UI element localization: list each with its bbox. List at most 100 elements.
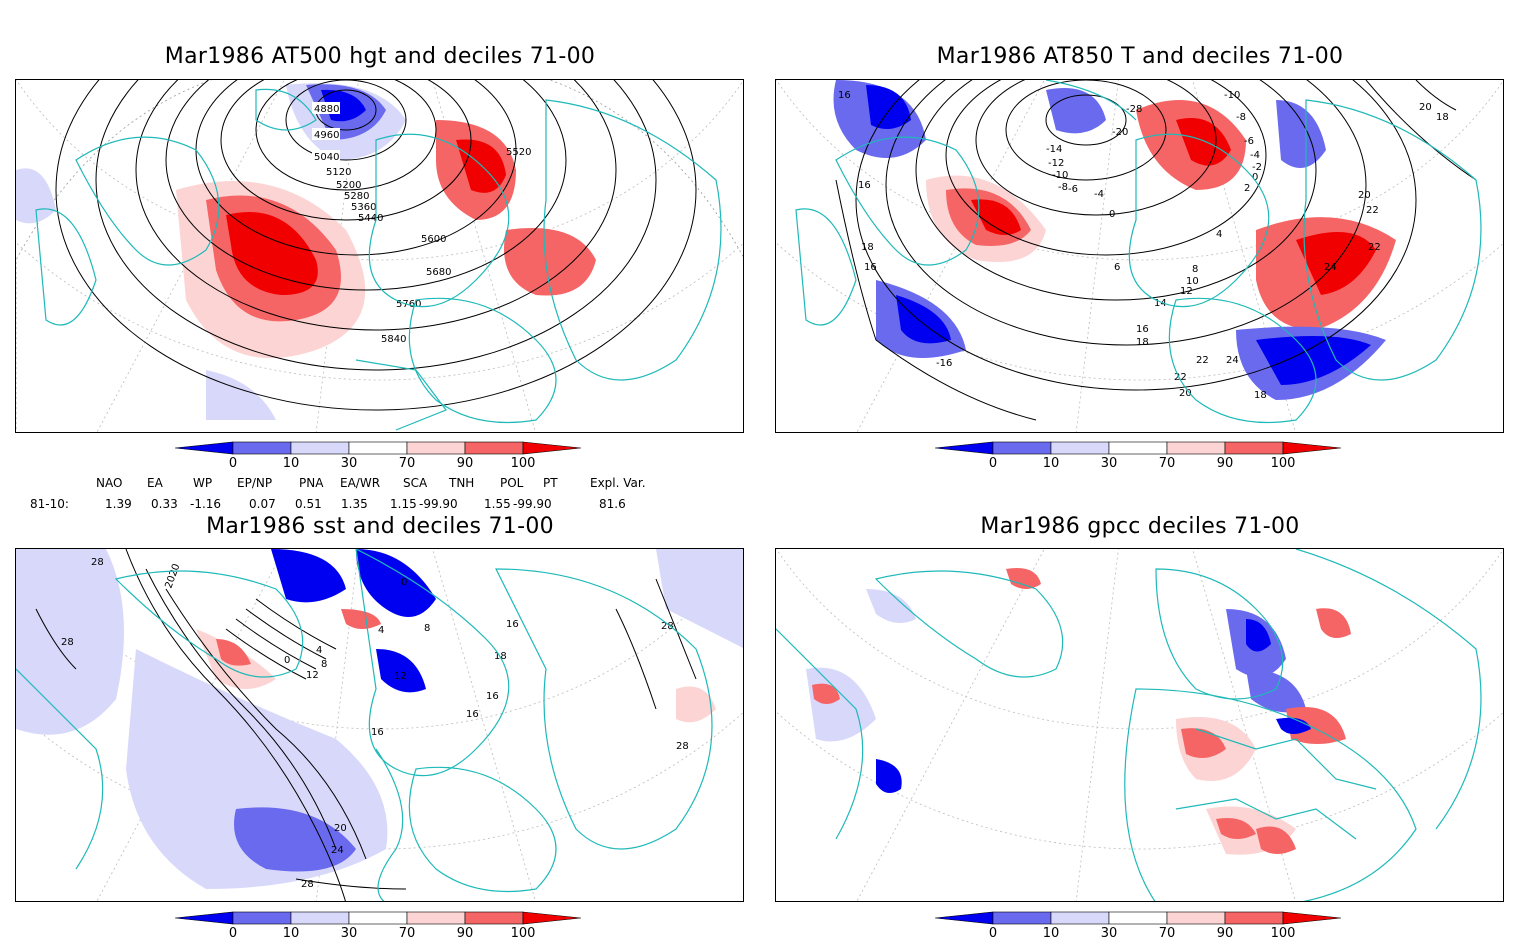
index-value: 1.39 bbox=[105, 497, 132, 511]
colorbar-tick-label: 10 bbox=[1043, 456, 1060, 471]
index-value: 0.33 bbox=[151, 497, 178, 511]
contour-label: 4 bbox=[316, 645, 322, 656]
colorbar-tick-label: 90 bbox=[457, 456, 474, 471]
map-t850-svg: 16 16 18 16 -16 -14 -12 -10 -8 -6 -4 0 -… bbox=[776, 80, 1503, 432]
contour-label: 24 bbox=[331, 845, 344, 856]
contour-label: 6 bbox=[1114, 262, 1120, 273]
colorbar-segment bbox=[464, 911, 524, 925]
colorbar-segment bbox=[935, 441, 994, 455]
index-header: EA/WR bbox=[340, 476, 381, 490]
panel-title-sst: Mar1986 sst and deciles 71-00 bbox=[206, 514, 554, 539]
panel-title-t850: Mar1986 AT850 T and deciles 71-00 bbox=[936, 44, 1344, 69]
colorbar-tick-label: 100 bbox=[511, 926, 536, 940]
colorbar-segment bbox=[522, 441, 582, 455]
contour-label: 4 bbox=[378, 625, 384, 636]
index-header: NAO bbox=[96, 476, 123, 490]
index-header: TNH bbox=[449, 476, 475, 490]
contour-label: 2 bbox=[1244, 183, 1250, 194]
colorbar-segment bbox=[290, 911, 350, 925]
contour-label: 5040 bbox=[314, 152, 339, 163]
colorbar-segment bbox=[1050, 911, 1110, 925]
contour-label: 5360 bbox=[351, 202, 376, 213]
contour-label: 16 bbox=[371, 727, 384, 738]
index-value: -99.90 bbox=[513, 497, 552, 511]
colorbar-tick-label: 30 bbox=[1101, 926, 1118, 940]
colorbar-tick-label: 0 bbox=[989, 456, 997, 471]
colorbar-segment bbox=[464, 441, 524, 455]
contour-label: 20 bbox=[1419, 102, 1432, 113]
contour-label: 24 bbox=[1226, 355, 1239, 366]
contour-label: 2020 bbox=[163, 562, 182, 590]
contour-label: 5200 bbox=[336, 180, 361, 191]
contour-label: 28 bbox=[91, 557, 104, 568]
panel-title-hgt500: Mar1986 AT500 hgt and deciles 71-00 bbox=[164, 44, 596, 69]
contour-label: 12 bbox=[394, 671, 407, 682]
contour-label: 16 bbox=[838, 90, 851, 101]
contour-label: 28 bbox=[301, 879, 314, 890]
colorbar-bottom-left: 0 10 30 70 90 100 bbox=[175, 911, 582, 940]
contour-label: 8 bbox=[321, 659, 327, 670]
colorbar-tick-label: 30 bbox=[341, 926, 358, 940]
colorbar-tick-label: 100 bbox=[511, 456, 536, 471]
index-header: EP/NP bbox=[237, 476, 273, 490]
colorbar-segment bbox=[1224, 911, 1284, 925]
index-header: POL bbox=[500, 476, 524, 490]
contour-label: 28 bbox=[676, 741, 689, 752]
colorbar-segment bbox=[1108, 911, 1168, 925]
colorbar-tick-label: 90 bbox=[1217, 456, 1234, 471]
colorbar-tick-label: 10 bbox=[1043, 926, 1060, 940]
contour-label: -8 bbox=[1236, 112, 1246, 123]
index-value: 1.55 bbox=[484, 497, 511, 511]
contour-label: -6 bbox=[1068, 184, 1078, 195]
index-value: -99.90 bbox=[419, 497, 458, 511]
contour-label: -14 bbox=[1046, 144, 1062, 155]
index-value: 0.07 bbox=[249, 497, 276, 511]
contour-label: 22 bbox=[1196, 355, 1209, 366]
contour-label: -12 bbox=[1048, 158, 1064, 169]
colorbar-segment bbox=[406, 911, 466, 925]
map-gpcc bbox=[775, 548, 1504, 902]
contour-label: -2 bbox=[1252, 162, 1262, 173]
contour-label: -16 bbox=[936, 358, 952, 369]
colorbar-tick-label: 90 bbox=[1217, 926, 1234, 940]
colorbar-tick-label: 70 bbox=[399, 926, 416, 940]
colorbar-tick-label: 70 bbox=[1159, 926, 1176, 940]
contour-label: 10 bbox=[1186, 276, 1199, 287]
contour-label: 4960 bbox=[314, 130, 339, 141]
colorbar-segment bbox=[232, 911, 292, 925]
colorbar-tick-label: 90 bbox=[457, 926, 474, 940]
index-value-row: 81-10: 1.39 0.33 -1.16 0.07 0.51 1.35 1.… bbox=[0, 497, 760, 513]
contour-label: 0 bbox=[401, 577, 407, 588]
contour-label: -20 bbox=[1112, 127, 1128, 138]
contour-label: 14 bbox=[1154, 298, 1167, 309]
contour-label: -4 bbox=[1094, 189, 1104, 200]
contour-label: 5680 bbox=[426, 267, 451, 278]
index-value: -1.16 bbox=[190, 497, 222, 511]
contour-label: 24 bbox=[1324, 262, 1337, 273]
index-header: SCA bbox=[403, 476, 428, 490]
colorbar-segment bbox=[935, 911, 994, 925]
index-header: WP bbox=[193, 476, 213, 490]
contour-label: 16 bbox=[506, 619, 519, 630]
map-t850: 16 16 18 16 -16 -14 -12 -10 -8 -6 -4 0 -… bbox=[775, 79, 1504, 433]
colorbar-segment bbox=[348, 911, 408, 925]
contour-label: -8 bbox=[1058, 182, 1068, 193]
contour-label: 16 bbox=[858, 180, 871, 191]
colorbar-segment bbox=[290, 441, 350, 455]
colorbar-segment bbox=[348, 441, 408, 455]
colorbar-tick-label: 10 bbox=[283, 926, 300, 940]
contour-label: -28 bbox=[1126, 104, 1142, 115]
contour-label: 5600 bbox=[421, 234, 446, 245]
colorbar-segment bbox=[1166, 911, 1226, 925]
index-header: PT bbox=[543, 476, 558, 490]
colorbar-tick-label: 0 bbox=[229, 456, 237, 471]
colorbar-tick-label: 10 bbox=[283, 456, 300, 471]
contour-label: 8 bbox=[1192, 264, 1198, 275]
contour-label: -4 bbox=[1250, 150, 1260, 161]
colorbar-tick-label: 70 bbox=[399, 456, 416, 471]
colorbar-segment bbox=[232, 441, 292, 455]
colorbar-segment bbox=[1224, 441, 1284, 455]
index-value: 0.51 bbox=[295, 497, 322, 511]
contour-label: 16 bbox=[466, 709, 479, 720]
contour-label: 28 bbox=[661, 621, 674, 632]
